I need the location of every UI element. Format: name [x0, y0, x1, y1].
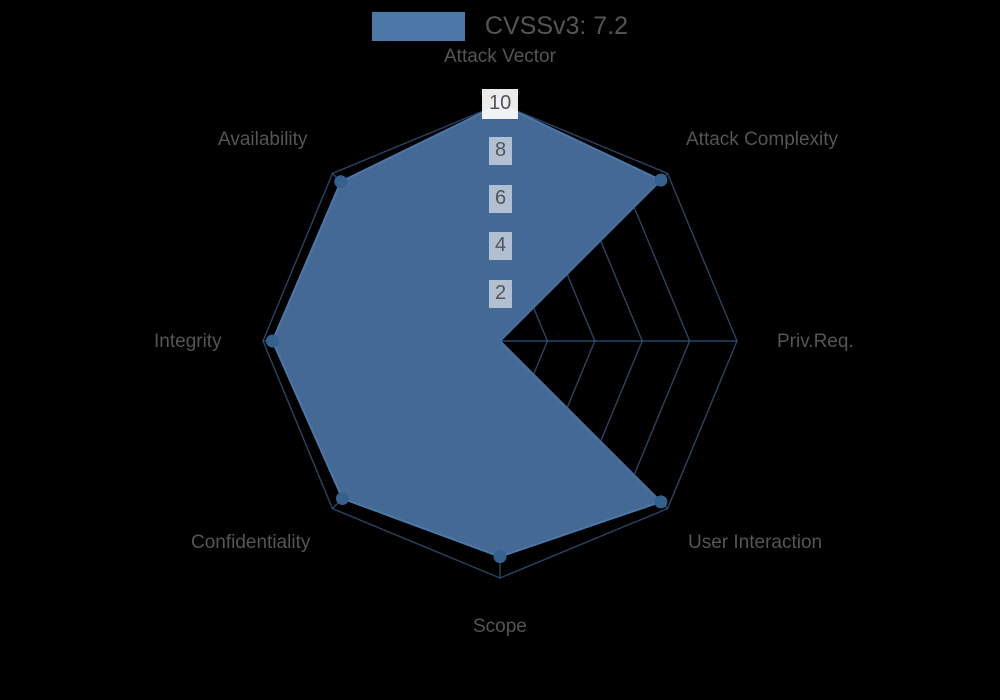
- axis-label-scope: Scope: [473, 616, 527, 637]
- radar-ring: [262, 103, 738, 579]
- radar-vertex-marker: [334, 175, 348, 189]
- axis-label-integrity: Integrity: [154, 331, 222, 352]
- radial-tick-10: 10: [482, 89, 519, 119]
- radar-grid-spokes-overlay: [263, 104, 737, 578]
- radar-spoke: [499, 340, 669, 510]
- radar-spoke: [331, 340, 501, 510]
- axis-label-confidentiality: Confidentiality: [191, 532, 311, 553]
- radar-vertex-marker: [654, 495, 668, 509]
- radial-tick-2: 2: [489, 280, 513, 308]
- radar-ring: [309, 150, 691, 532]
- radial-tick-8: 8: [489, 137, 513, 165]
- radar-vertex-marker: [654, 173, 668, 187]
- radar-spoke: [331, 172, 501, 342]
- axis-label-priv-req: Priv.Req.: [777, 331, 854, 352]
- radar-ring: [404, 245, 596, 437]
- radial-tick-4: 4: [489, 232, 513, 260]
- axis-label-attack-vector: Attack Vector: [444, 46, 556, 67]
- axis-label-user-interaction: User Interaction: [688, 532, 823, 553]
- radar-spoke: [499, 172, 669, 342]
- radar-vertex-marker: [493, 550, 507, 564]
- radar-vertex-marker: [265, 334, 279, 348]
- radar-vertex-marker: [335, 492, 349, 506]
- radar-ring: [357, 198, 643, 484]
- axis-label-attack-complexity: Attack Complexity: [686, 129, 839, 150]
- axis-label-availability: Availability: [218, 129, 308, 150]
- radial-tick-6: 6: [489, 185, 513, 213]
- radar-ring: [451, 292, 549, 390]
- radar-grid-rings-overlay: [262, 103, 738, 579]
